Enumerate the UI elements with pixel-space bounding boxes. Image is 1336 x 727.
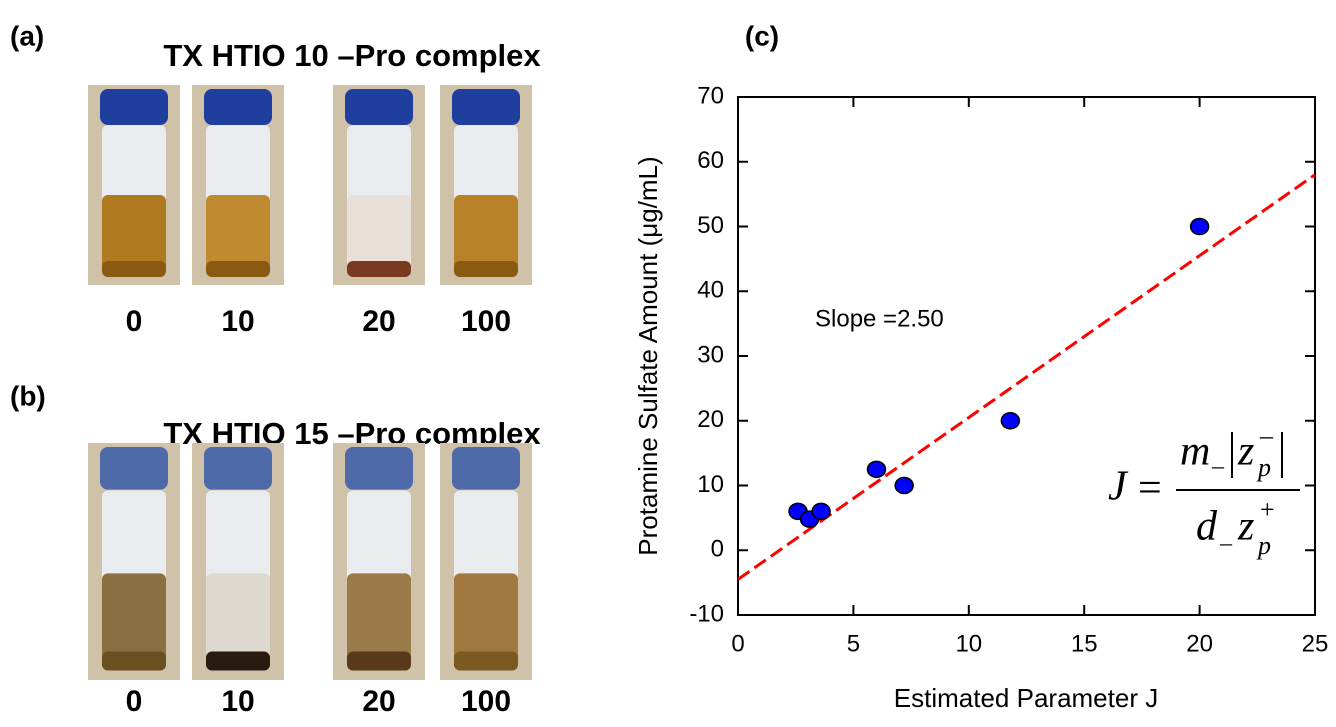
x-tick-label: 20 bbox=[1186, 630, 1213, 657]
panel-label: (b) bbox=[10, 380, 46, 411]
vial-sediment bbox=[206, 261, 270, 277]
formula-text: – bbox=[1259, 421, 1274, 450]
formula-text: + bbox=[1260, 495, 1275, 524]
vial-liquid bbox=[454, 573, 518, 671]
chart-title: (c) bbox=[745, 20, 779, 51]
vial-sediment bbox=[454, 651, 518, 671]
data-point bbox=[894, 476, 914, 495]
data-point bbox=[811, 502, 831, 521]
x-tick-label: 0 bbox=[731, 630, 744, 657]
formula-text: p bbox=[1256, 531, 1271, 560]
vial-sediment bbox=[206, 651, 270, 671]
vial-label: 20 bbox=[362, 305, 395, 338]
x-tick-label: 5 bbox=[847, 630, 860, 657]
y-tick-label: 10 bbox=[697, 471, 724, 498]
y-tick-label: 70 bbox=[697, 82, 724, 109]
vial-cap bbox=[452, 89, 520, 125]
x-tick-label: 25 bbox=[1302, 630, 1329, 657]
vial-cap bbox=[345, 89, 413, 125]
vial-cap bbox=[204, 447, 272, 490]
formula-text: m bbox=[1180, 429, 1210, 475]
panel-label: (a) bbox=[10, 20, 44, 51]
vial-liquid bbox=[102, 195, 166, 277]
data-point bbox=[1000, 412, 1021, 430]
vial-liquid bbox=[347, 195, 411, 277]
x-tick-label: 15 bbox=[1071, 630, 1098, 657]
vial-cap bbox=[452, 447, 520, 490]
y-axis-label: Protamine Sulfate Amount (μg/mL) bbox=[633, 156, 663, 555]
formula: J = m – z p – d – z p + bbox=[1108, 421, 1300, 560]
data-point bbox=[866, 460, 887, 479]
y-tick-label: 0 bbox=[711, 536, 724, 563]
y-tick-label: 40 bbox=[697, 277, 724, 304]
vial-label: 0 bbox=[126, 305, 143, 338]
vial-label: 100 bbox=[461, 305, 511, 338]
panel-title: TX HTIO 10 –Pro complex bbox=[163, 38, 541, 73]
vial-cap bbox=[345, 447, 413, 490]
vial-liquid bbox=[206, 195, 270, 277]
formula-text: d bbox=[1196, 504, 1218, 550]
formula-text: J bbox=[1108, 464, 1129, 510]
data-point bbox=[1189, 217, 1210, 236]
y-tick-label: 30 bbox=[697, 341, 724, 368]
vial-sediment bbox=[347, 651, 411, 671]
vial-liquid bbox=[102, 573, 166, 671]
vial-sediment bbox=[102, 651, 166, 671]
formula-text: z bbox=[1237, 429, 1254, 475]
x-tick-label: 10 bbox=[955, 630, 982, 657]
vial-label: 100 bbox=[461, 685, 511, 718]
y-tick-label: 50 bbox=[697, 212, 724, 239]
vial-label: 10 bbox=[221, 685, 254, 718]
annotation: Slope =2.50 bbox=[815, 305, 944, 332]
vial-sediment bbox=[347, 261, 411, 277]
vial-liquid bbox=[347, 573, 411, 671]
x-axis-label: Estimated Parameter J bbox=[894, 683, 1158, 713]
vial-liquid bbox=[206, 573, 270, 671]
vial-label: 0 bbox=[126, 685, 143, 718]
y-tick-label: -10 bbox=[689, 600, 724, 627]
vial-sediment bbox=[102, 261, 166, 277]
formula-text: = bbox=[1138, 466, 1162, 512]
y-tick-label: 20 bbox=[697, 406, 724, 433]
vial-cap bbox=[204, 89, 272, 125]
vial-cap bbox=[100, 447, 168, 490]
vial-label: 10 bbox=[221, 305, 254, 338]
formula-text: – bbox=[1219, 531, 1233, 557]
formula-text: z bbox=[1237, 504, 1254, 550]
formula-text: – bbox=[1211, 454, 1225, 480]
vial-label: 20 bbox=[362, 685, 395, 718]
y-tick-label: 60 bbox=[697, 147, 724, 174]
vial-liquid bbox=[454, 195, 518, 277]
formula-text: p bbox=[1256, 453, 1271, 482]
fit-line bbox=[737, 173, 1316, 581]
vial-cap bbox=[100, 89, 168, 125]
vial-sediment bbox=[454, 261, 518, 277]
